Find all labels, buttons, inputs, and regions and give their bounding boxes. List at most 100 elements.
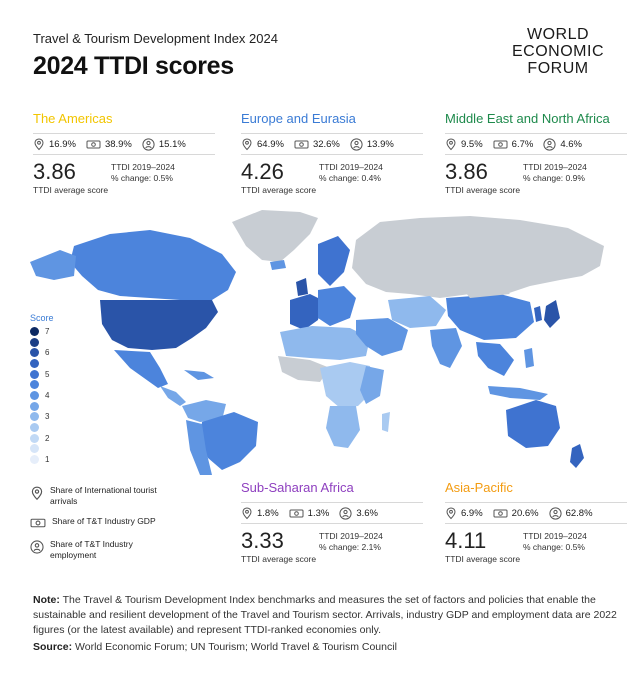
region-iran-central-asia bbox=[388, 296, 446, 328]
region-australia bbox=[506, 400, 560, 448]
money-icon bbox=[289, 509, 304, 517]
people-icon bbox=[350, 137, 363, 151]
legend-swatch bbox=[30, 423, 39, 433]
region-mexico bbox=[114, 350, 168, 388]
change-value: % change: 0.5% bbox=[523, 542, 585, 552]
change-value: % change: 0.5% bbox=[111, 173, 173, 183]
region-score: 3.86 bbox=[445, 159, 488, 184]
arrivals-stat: 9.5% bbox=[445, 137, 483, 151]
region-madagascar bbox=[382, 412, 390, 432]
score-label: TTDI average score bbox=[33, 185, 109, 195]
legend-label: 4 bbox=[45, 390, 50, 400]
region-andes bbox=[186, 420, 212, 475]
people-icon bbox=[548, 506, 562, 520]
key-arrivals: Share of International tourist arrivals bbox=[30, 485, 180, 506]
money-icon bbox=[294, 140, 309, 148]
people-icon bbox=[543, 137, 556, 151]
legend-step bbox=[30, 401, 54, 412]
region-usa bbox=[100, 300, 218, 350]
region-score: 4.11 bbox=[445, 528, 487, 553]
legend-step: 2 bbox=[30, 433, 54, 444]
legend-swatch bbox=[30, 412, 39, 422]
legend-step bbox=[30, 358, 54, 369]
score-label: TTDI average score bbox=[445, 185, 521, 195]
legend-swatch bbox=[30, 390, 39, 400]
change-value: % change: 2.1% bbox=[319, 542, 381, 552]
region-russia bbox=[352, 216, 604, 298]
region-panel-europe: Europe and Eurasia 64.9% 32.6% 13.9% 4.2… bbox=[241, 111, 423, 195]
region-stats: 1.8% 1.3% 3.6% bbox=[241, 502, 423, 524]
change-label: TTDI 2019–2024 bbox=[111, 162, 175, 172]
region-europe-central bbox=[318, 286, 356, 326]
score-legend: Score 7 6 5 4 3 2 1 bbox=[30, 313, 54, 465]
location-pin-icon bbox=[242, 137, 252, 150]
region-alaska bbox=[30, 250, 76, 280]
region-east-africa bbox=[360, 366, 384, 404]
footnote: Note: The Travel & Tourism Development I… bbox=[33, 594, 617, 636]
legend-swatch bbox=[30, 369, 39, 379]
legend-label: 7 bbox=[45, 326, 50, 336]
region-central-america bbox=[160, 386, 186, 406]
arrivals-stat: 16.9% bbox=[33, 137, 76, 151]
region-korea bbox=[534, 306, 542, 322]
legend-step: 5 bbox=[30, 369, 54, 380]
region-name: Asia-Pacific bbox=[445, 480, 513, 495]
region-name: The Americas bbox=[33, 111, 113, 126]
legend-step: 3 bbox=[30, 412, 54, 423]
legend-label: 3 bbox=[45, 412, 50, 422]
region-score: 3.33 bbox=[241, 528, 284, 553]
legend-swatch bbox=[30, 401, 39, 411]
region-new-zealand bbox=[570, 444, 584, 468]
legend-label: 5 bbox=[45, 369, 50, 379]
legend-step bbox=[30, 337, 54, 348]
region-west-africa bbox=[278, 356, 330, 382]
legend-swatch bbox=[30, 326, 39, 336]
gdp-stat: 20.6% bbox=[493, 508, 539, 519]
region-north-africa bbox=[280, 326, 370, 360]
legend-label: 2 bbox=[45, 433, 50, 443]
region-southeast-asia bbox=[476, 342, 514, 376]
gdp-stat: 1.3% bbox=[289, 508, 329, 519]
source-line: Source: World Economic Forum; UN Tourism… bbox=[33, 641, 397, 653]
region-name: Middle East and North Africa bbox=[445, 111, 610, 126]
legend-step bbox=[30, 444, 54, 455]
legend-swatch bbox=[30, 348, 39, 358]
money-icon bbox=[493, 509, 508, 517]
region-india bbox=[430, 328, 462, 368]
employment-stat: 15.1% bbox=[142, 137, 186, 151]
region-score: 4.26 bbox=[241, 159, 284, 184]
score-label: TTDI average score bbox=[445, 554, 521, 564]
region-central-africa bbox=[320, 362, 374, 408]
region-indonesia bbox=[488, 386, 548, 400]
people-icon bbox=[142, 137, 155, 151]
region-stats: 9.5% 6.7% 4.6% bbox=[445, 133, 627, 155]
region-panel-asia-pacific: Asia-Pacific 6.9% 20.6% 62.8% 4.11 TTDI … bbox=[445, 480, 627, 564]
legend-step: 6 bbox=[30, 347, 54, 358]
region-name: Sub-Saharan Africa bbox=[241, 480, 354, 495]
region-name: Europe and Eurasia bbox=[241, 111, 356, 126]
wef-logo: WORLD ECONOMIC FORUM bbox=[512, 26, 604, 77]
employment-stat: 4.6% bbox=[543, 137, 582, 151]
region-japan bbox=[544, 300, 560, 328]
legend-swatch bbox=[30, 358, 39, 368]
location-pin-icon bbox=[446, 506, 456, 519]
legend-step bbox=[30, 422, 54, 433]
gdp-stat: 32.6% bbox=[294, 139, 340, 150]
change-label: TTDI 2019–2024 bbox=[319, 531, 383, 541]
region-score: 3.86 bbox=[33, 159, 76, 184]
page-title: 2024 TTDI scores bbox=[33, 52, 234, 80]
legend-swatch bbox=[30, 455, 39, 465]
score-label: TTDI average score bbox=[241, 185, 317, 195]
score-label: TTDI average score bbox=[241, 554, 317, 564]
people-icon bbox=[339, 506, 352, 520]
key-gdp: Share of T&T Industry GDP bbox=[30, 516, 180, 529]
region-europe-west bbox=[290, 294, 322, 330]
arrivals-stat: 1.8% bbox=[241, 506, 279, 520]
legend-swatch bbox=[30, 444, 39, 454]
region-canada bbox=[70, 230, 236, 300]
region-scandinavia bbox=[318, 236, 350, 286]
people-icon bbox=[30, 540, 44, 554]
region-middle-east bbox=[356, 318, 408, 356]
key-employment: Share of T&T Industry employment bbox=[30, 539, 180, 560]
region-stats: 16.9% 38.9% 15.1% bbox=[33, 133, 215, 155]
